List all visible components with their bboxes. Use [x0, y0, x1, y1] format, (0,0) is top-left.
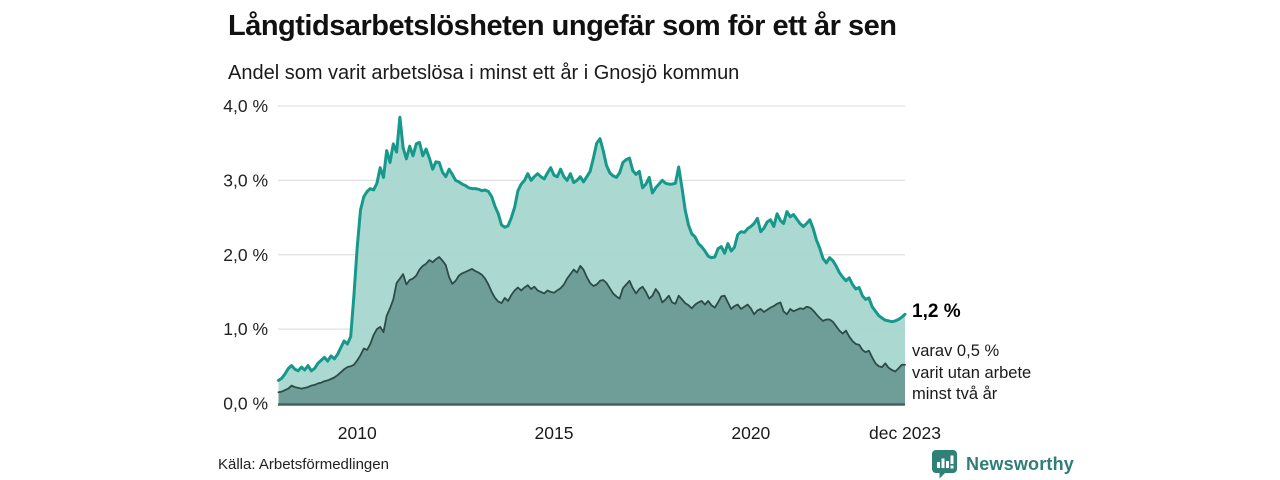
y-tick-label: 3,0 %	[223, 170, 268, 190]
y-tick-label: 1,0 %	[223, 319, 268, 339]
newsworthy-logo-text: Newsworthy	[966, 453, 1075, 474]
page-title: Långtidsarbetslösheten ungefär som för e…	[228, 10, 897, 42]
y-tick-label: 2,0 %	[223, 245, 268, 265]
x-tick-label: 2015	[535, 423, 574, 443]
page-subtitle: Andel som varit arbetslösa i minst ett å…	[228, 62, 740, 84]
x-tick-label: 2020	[731, 423, 770, 443]
newsworthy-bars-icon	[932, 450, 957, 479]
x-tick-label: dec 2023	[869, 423, 941, 443]
line-unemployed-2yr	[277, 256, 906, 394]
source-note: Källa: Arbetsförmedlingen	[218, 456, 389, 473]
newsworthy-logo: Newsworthy	[931, 449, 1074, 479]
line-unemployed-1yr	[277, 115, 907, 382]
secondary-annotation: varav 0,5 % varit utan arbete minst två …	[912, 342, 1032, 403]
x-tick-label: 2010	[338, 423, 377, 443]
latest-value-label: 1,2 %	[912, 301, 961, 322]
y-tick-label: 4,0 %	[223, 96, 268, 116]
y-tick-label: 0,0 %	[223, 394, 268, 414]
area-unemployed-2yr	[278, 257, 905, 404]
